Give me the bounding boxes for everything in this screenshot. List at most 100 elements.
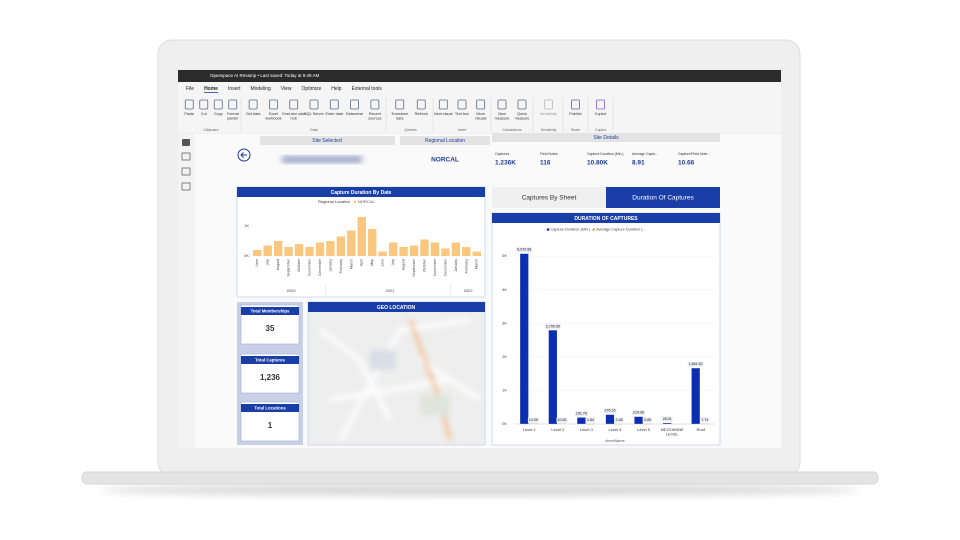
y-tick-label: 0K (502, 421, 507, 426)
ribbon-button[interactable]: Copy (214, 112, 223, 116)
back-button[interactable] (237, 148, 251, 162)
bar (357, 217, 366, 256)
bar (420, 239, 429, 256)
ribbon-button[interactable]: More visuals (475, 112, 487, 121)
map-panel (307, 301, 486, 446)
menu-item[interactable]: External tools (352, 86, 383, 92)
duration-chart-title: DURATION OF CAPTURES (574, 216, 638, 222)
metric-value: 10.66 (678, 160, 695, 167)
tab-label[interactable]: Duration Of Captures (632, 195, 694, 202)
x-tick-label: March (349, 259, 353, 269)
ribbon-group-label: Calculations (502, 128, 521, 132)
laptop-base (81, 471, 879, 485)
data-label-bg (556, 417, 568, 423)
ribbon-icon[interactable] (329, 99, 339, 110)
ribbon-icon[interactable] (544, 99, 553, 110)
ribbon-icon[interactable] (228, 99, 238, 110)
legend-label: Capture Duration (Min.) (551, 228, 591, 232)
data-label: 2.46 (616, 418, 623, 422)
x-tick-label: Level 1 (523, 427, 537, 432)
data-label-bg (574, 411, 588, 417)
metric-label: Captures (495, 152, 509, 156)
ribbon-icon[interactable] (438, 99, 448, 110)
ribbon-button[interactable]: Dataverse (346, 112, 363, 116)
menu-item[interactable]: Help (331, 86, 342, 92)
ribbon-button[interactable]: Recent sources (368, 112, 382, 121)
ribbon-icon[interactable] (199, 99, 209, 110)
bar (368, 229, 377, 256)
ribbon-icon[interactable] (416, 99, 426, 110)
ribbon-icon[interactable] (184, 99, 194, 110)
ribbon-icon[interactable] (517, 99, 527, 110)
ribbon-button[interactable]: Paste (184, 112, 194, 116)
ribbon-icon[interactable] (309, 99, 319, 110)
menu-item[interactable]: File (186, 86, 194, 92)
model-view-icon[interactable] (181, 167, 191, 176)
x-tick-label: January (454, 259, 458, 272)
ribbon-button[interactable]: Format painter (227, 112, 240, 121)
ribbon-icon[interactable] (457, 99, 467, 110)
metric-value: 8.91 (632, 160, 645, 167)
card-label: Total Memberships (251, 308, 290, 313)
bar (577, 417, 586, 424)
left-nav (178, 134, 195, 448)
ribbon-button[interactable]: Enter data (326, 112, 344, 116)
ribbon-icon[interactable] (395, 99, 405, 110)
tab-active[interactable] (606, 187, 720, 208)
y-tick-label: 1K (502, 387, 507, 392)
dax-view-icon[interactable] (181, 182, 191, 191)
ribbon-icon[interactable] (370, 99, 380, 110)
report-view-icon[interactable] (182, 139, 190, 146)
ribbon-button[interactable]: OneLake data hub (282, 112, 307, 121)
table-view-icon[interactable] (181, 152, 191, 161)
x-tick-label: July (391, 259, 395, 266)
ribbon-button[interactable]: Sensitivity (540, 112, 557, 116)
ribbon-button[interactable]: Quick measure (515, 112, 530, 121)
menu-item[interactable]: Optimize (302, 86, 322, 92)
ribbon-icon[interactable] (476, 99, 486, 110)
tab-inactive[interactable] (492, 187, 606, 208)
menu-item[interactable]: View (281, 86, 292, 92)
ribbon-icon[interactable] (571, 99, 580, 110)
y-tick-label: 2K (502, 354, 507, 359)
bar (441, 248, 450, 256)
bar (605, 414, 615, 424)
bar (520, 253, 529, 424)
ribbon-button[interactable]: Publish (569, 112, 581, 116)
ribbon-icon[interactable] (350, 99, 359, 110)
ribbon-icon[interactable] (289, 99, 299, 110)
ribbon-button[interactable]: New measure (495, 112, 510, 121)
data-label-bg (700, 417, 710, 423)
menu-item[interactable]: Home (204, 86, 218, 92)
x-tick-label: Level 3 (580, 427, 594, 432)
data-label: 191.76 (576, 412, 587, 416)
ribbon-button[interactable]: New visual (434, 112, 453, 116)
menu-item[interactable]: Insert (228, 86, 241, 92)
x-tick-label: Level 5 (637, 427, 651, 432)
ribbon-button[interactable]: Refresh (415, 112, 428, 116)
ribbon-button[interactable]: Transform data (391, 112, 408, 121)
tab-label[interactable]: Captures By Sheet (522, 195, 577, 202)
ribbon-button[interactable]: Cut (201, 112, 208, 116)
ribbon-button[interactable]: SQL Server (304, 112, 324, 116)
x-tick-label: August (276, 259, 280, 270)
ribbon-icon[interactable] (497, 99, 507, 110)
menu-item[interactable]: Modeling (250, 86, 271, 92)
bar (305, 247, 314, 256)
bar (451, 242, 461, 256)
data-label-bg (687, 361, 704, 367)
ribbon-button[interactable]: Excel workbook (265, 112, 281, 121)
ribbon-icon[interactable] (213, 99, 223, 110)
ribbon-group-label: Insert (458, 128, 467, 132)
ribbon-button[interactable]: Get data (246, 112, 261, 116)
ribbon-icon[interactable] (596, 99, 605, 110)
ribbon-button[interactable]: Copilot (595, 112, 608, 116)
data-label-bg (527, 417, 539, 423)
ribbon-icon[interactable] (269, 99, 278, 110)
ribbon-icon[interactable] (248, 99, 258, 110)
duration-chart-title-bar (492, 213, 720, 223)
ribbon-button[interactable]: Text box (455, 112, 469, 116)
x-tick-label: Roof (696, 427, 705, 432)
bar (409, 245, 419, 256)
x-tick-label: November (433, 258, 437, 275)
